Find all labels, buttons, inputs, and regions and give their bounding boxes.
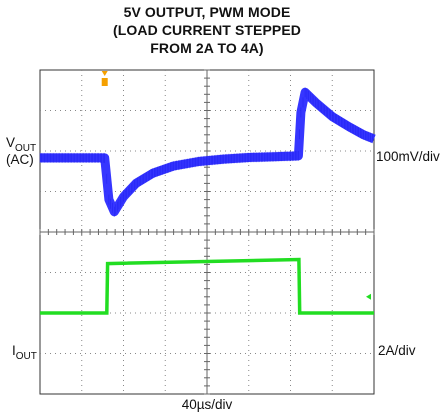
trigger-marker-icon (101, 71, 108, 76)
vout-label-sub: OUT (15, 143, 37, 154)
iout-trace (40, 257, 374, 315)
plot-markers (101, 71, 371, 300)
vout-scale-label: 100mV/div (376, 149, 440, 164)
vout-label: VOUT (6, 135, 37, 154)
trigger-marker-body (101, 78, 108, 86)
plot-traces (39, 87, 376, 315)
vout-ac-label: (AC) (6, 152, 34, 167)
ground-marker-icon (366, 293, 371, 300)
iout-label-sub: OUT (15, 351, 37, 362)
chart-title-line-1: 5V OUTPUT, PWM MODE (123, 4, 291, 20)
iout-label: IOUT (12, 343, 37, 362)
chart-title-line-3: FROM 2A TO 4A) (150, 40, 264, 56)
x-axis-label: 40µs/div (181, 397, 233, 412)
chart-title-line-2: (LOAD CURRENT STEPPED (113, 22, 301, 38)
vout-trace-noise (39, 87, 373, 217)
vout-label-main: V (6, 135, 16, 150)
iout-label-main: I (12, 343, 16, 358)
plot-grid (39, 69, 375, 395)
iout-scale-label: 2A/div (378, 343, 416, 358)
